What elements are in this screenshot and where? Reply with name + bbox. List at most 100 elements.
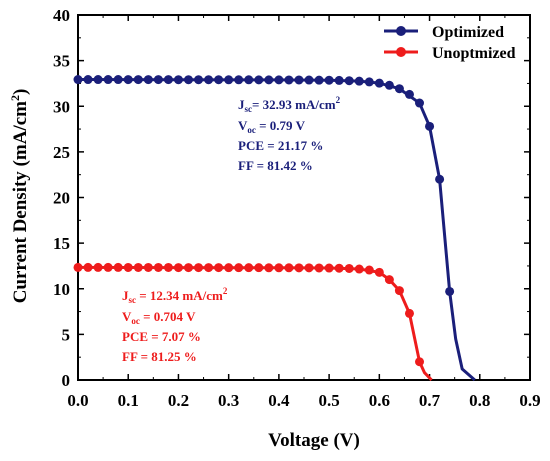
y-axis-title: Current Density (mA/cm2): [8, 89, 31, 304]
annotation-optimized-jsc: Jsc= 32.93 mA/cm2: [238, 95, 341, 114]
data-point-unoptmized: [264, 263, 274, 273]
data-point-unoptmized: [83, 262, 93, 272]
x-tick-label: 0.7: [419, 391, 441, 410]
annotation-unoptimized-voc: Voc = 0.704 V: [122, 309, 196, 326]
y-axis-title-tail: ): [10, 89, 31, 95]
data-point-unoptmized: [304, 263, 314, 273]
legend-label-optimized: Optimized: [432, 24, 504, 41]
x-tick-label: 0.3: [218, 391, 239, 410]
data-point-unoptmized: [133, 262, 143, 272]
y-tick-label: 15: [53, 234, 70, 253]
x-tick-label: 0.0: [67, 391, 88, 410]
data-point-optimized: [415, 98, 425, 108]
data-point-unoptmized: [103, 262, 113, 272]
data-point-optimized: [404, 89, 414, 99]
data-point-unoptmized: [153, 262, 163, 272]
data-point-optimized: [103, 75, 113, 85]
data-point-unoptmized: [113, 262, 123, 272]
data-point-optimized: [254, 75, 264, 85]
data-point-optimized: [73, 75, 83, 85]
data-point-optimized: [113, 75, 123, 85]
data-point-optimized: [224, 75, 234, 85]
x-axis-ticks: 0.0 0.1 0.2 0.3 0.4 0.5 0.6 0.7 0.8 0.9: [67, 15, 541, 410]
annotation-optimized-pce: PCE = 21.17 %: [238, 138, 323, 153]
data-point-optimized: [214, 75, 224, 85]
data-point-optimized: [153, 75, 163, 85]
data-point-optimized: [364, 77, 374, 87]
y-tick-label: 25: [53, 143, 70, 162]
y-axis-ticks: 0 5 10 15 20 25 30 35 40: [53, 6, 530, 390]
legend-item-unoptmized: Unoptmized: [384, 45, 516, 62]
plot-frame: [77, 14, 531, 381]
y-tick-label: 5: [62, 325, 71, 344]
x-tick-label: 0.4: [268, 391, 290, 410]
data-point-optimized: [354, 76, 364, 86]
data-point-unoptmized: [334, 263, 344, 273]
data-point-optimized: [435, 174, 445, 184]
x-tick-label: 0.6: [369, 391, 390, 410]
y-tick-label: 20: [53, 189, 70, 208]
x-tick-label: 0.2: [168, 391, 189, 410]
data-point-unoptmized: [244, 263, 254, 273]
data-point-unoptmized: [234, 263, 244, 273]
legend-swatch-optimized-marker: [396, 26, 406, 36]
data-point-unoptmized: [344, 263, 354, 273]
data-point-optimized: [123, 75, 133, 85]
data-point-optimized: [93, 75, 103, 85]
data-point-optimized: [204, 75, 214, 85]
data-point-optimized: [274, 75, 284, 85]
data-point-optimized: [133, 75, 143, 85]
data-point-unoptmized: [214, 263, 224, 273]
legend-label-unoptmized: Unoptmized: [432, 45, 516, 62]
data-point-optimized: [294, 75, 304, 85]
data-point-optimized: [314, 75, 324, 85]
x-tick-label: 0.9: [519, 391, 540, 410]
y-tick-label: 0: [62, 371, 71, 390]
data-point-unoptmized: [394, 286, 404, 296]
data-point-unoptmized: [374, 267, 384, 277]
legend-item-optimized: Optimized: [384, 24, 504, 41]
data-point-unoptmized: [173, 263, 183, 273]
data-point-unoptmized: [73, 262, 83, 272]
data-point-unoptmized: [143, 262, 153, 272]
data-point-optimized: [324, 75, 334, 85]
y-axis-title-main: Current Density (mA/cm: [10, 101, 31, 303]
data-point-unoptmized: [224, 263, 234, 273]
annotation-unoptimized-ff: FF = 81.25 %: [122, 349, 197, 364]
data-point-optimized: [194, 75, 204, 85]
data-point-unoptmized: [294, 263, 304, 273]
data-point-unoptmized: [123, 262, 133, 272]
data-point-unoptmized: [384, 275, 394, 285]
data-point-unoptmized: [364, 265, 374, 275]
data-point-optimized: [425, 121, 435, 131]
data-point-unoptmized: [93, 262, 103, 272]
data-point-optimized: [234, 75, 244, 85]
data-point-unoptmized: [324, 263, 334, 273]
data-point-unoptmized: [163, 262, 173, 272]
y-tick-label: 10: [53, 280, 70, 299]
y-axis-title-sup: 2: [8, 95, 22, 101]
data-point-optimized: [394, 84, 404, 94]
data-point-unoptmized: [194, 263, 204, 273]
data-point-optimized: [334, 75, 344, 85]
data-point-optimized: [445, 286, 455, 296]
data-point-optimized: [143, 75, 153, 85]
annotation-unoptimized-jsc: Jsc = 12.34 mA/cm2: [122, 286, 228, 305]
annotation-unoptimized-pce: PCE = 7.07 %: [122, 329, 201, 344]
series-layer: [73, 75, 476, 382]
data-point-optimized: [183, 75, 193, 85]
y-tick-label: 35: [53, 52, 70, 71]
data-point-optimized: [163, 75, 173, 85]
x-tick-label: 0.8: [469, 391, 490, 410]
plot-border: [77, 14, 531, 381]
data-point-unoptmized: [274, 263, 284, 273]
data-point-optimized: [374, 78, 384, 88]
x-tick-label: 0.1: [118, 391, 139, 410]
legend-swatch-unoptmized-marker: [396, 47, 406, 57]
y-tick-label: 40: [53, 6, 70, 25]
legend: Optimized Unoptmized: [384, 24, 516, 62]
annotation-optimized-voc: Voc = 0.79 V: [238, 118, 306, 135]
x-axis-title: Voltage (V): [268, 430, 360, 451]
